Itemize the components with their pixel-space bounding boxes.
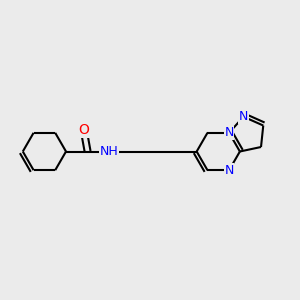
Text: NH: NH <box>100 145 118 158</box>
Text: N: N <box>239 110 248 123</box>
Text: N: N <box>224 126 234 139</box>
Text: O: O <box>78 123 89 137</box>
Text: N: N <box>224 164 234 177</box>
